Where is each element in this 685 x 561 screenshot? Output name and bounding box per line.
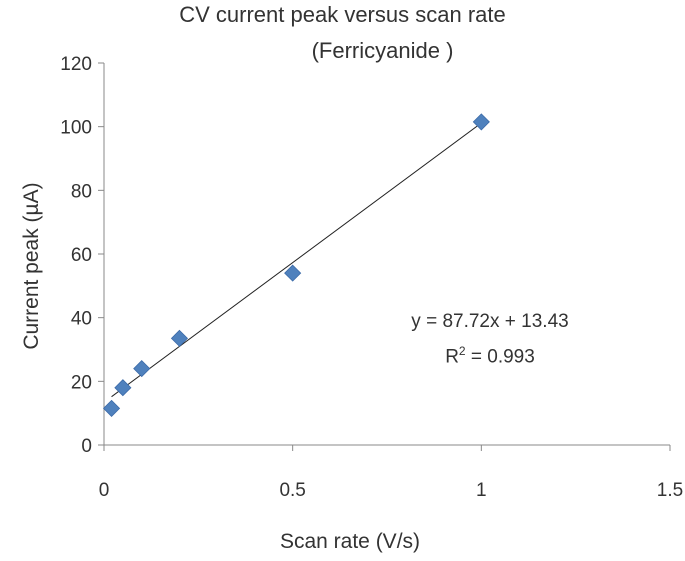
y-tick-label: 120 [60, 54, 92, 75]
y-tick-label: 100 [60, 118, 92, 139]
chart-subtitle: (Ferricyanide ) [311, 38, 454, 63]
data-point [114, 379, 132, 397]
data-point [133, 360, 151, 378]
trendline-equation: y = 87.72x + 13.43 [411, 311, 569, 332]
trendline-r-squared: R2 = 0.993 [360, 344, 620, 368]
y-tick-label: 20 [71, 372, 92, 393]
y-axis-label: Current peak (µA) [20, 182, 43, 350]
r2-superscript: 2 [458, 344, 466, 358]
r2-value: = 0.993 [465, 346, 535, 368]
y-tick-label: 60 [71, 245, 92, 266]
x-tick-label: 0.5 [279, 480, 305, 501]
data-point [170, 329, 189, 347]
trendline [111, 122, 482, 398]
x-tick-label: 1 [476, 480, 487, 501]
y-tick-label: 80 [71, 181, 92, 202]
y-tick-label: 40 [71, 309, 92, 330]
data-point [284, 264, 302, 282]
r2-prefix: R [445, 346, 459, 368]
data-point [472, 113, 490, 131]
chart-title: CV current peak versus scan rate [179, 2, 506, 27]
x-tick-label: 0 [99, 480, 110, 501]
data-point [102, 399, 121, 417]
y-tick-label: 0 [81, 436, 92, 457]
x-tick-label: 1.5 [657, 480, 683, 501]
x-axis-label: Scan rate (V/s) [279, 530, 421, 553]
